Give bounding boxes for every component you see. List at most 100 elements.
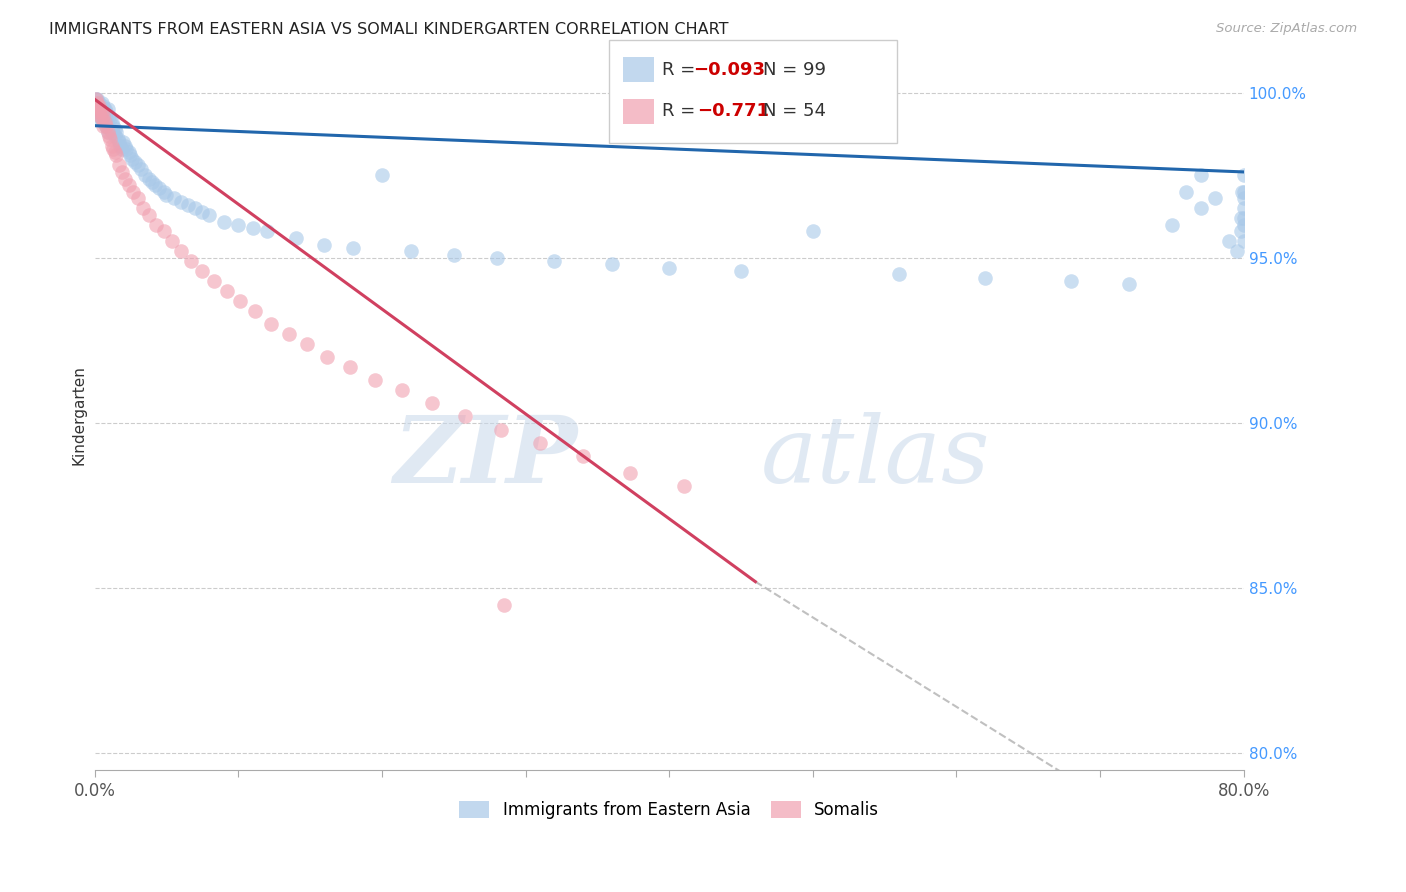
Point bbox=[91, 105, 114, 120]
Point bbox=[184, 202, 207, 216]
Point bbox=[198, 208, 221, 222]
Point bbox=[97, 128, 120, 143]
Point bbox=[84, 99, 107, 113]
Point bbox=[103, 142, 125, 156]
Point bbox=[1230, 211, 1253, 226]
Point bbox=[89, 105, 111, 120]
Point bbox=[87, 99, 110, 113]
Point bbox=[228, 293, 250, 308]
Point bbox=[1230, 224, 1253, 238]
Point bbox=[342, 241, 364, 255]
Point bbox=[132, 202, 155, 216]
Point bbox=[1233, 168, 1256, 182]
Point bbox=[1233, 235, 1256, 249]
Point bbox=[672, 479, 695, 493]
Point bbox=[1233, 185, 1256, 199]
Point bbox=[1232, 185, 1254, 199]
Point bbox=[90, 112, 112, 126]
Point bbox=[118, 145, 141, 160]
Point bbox=[974, 270, 997, 285]
Point bbox=[177, 198, 200, 212]
Point bbox=[90, 105, 112, 120]
Point bbox=[108, 158, 131, 172]
Point bbox=[90, 102, 112, 116]
Text: R =: R = bbox=[662, 61, 702, 78]
Point bbox=[1218, 235, 1240, 249]
Point bbox=[1226, 244, 1249, 259]
Point bbox=[1233, 202, 1256, 216]
Point bbox=[887, 268, 910, 282]
Point bbox=[97, 119, 120, 133]
Point bbox=[112, 135, 135, 149]
Point bbox=[84, 92, 107, 106]
Point bbox=[1161, 218, 1184, 232]
Point bbox=[101, 125, 124, 139]
Text: −0.093: −0.093 bbox=[693, 61, 765, 78]
Point bbox=[600, 257, 623, 271]
Point bbox=[84, 92, 107, 106]
Point bbox=[242, 221, 264, 235]
Point bbox=[104, 128, 127, 143]
Point bbox=[371, 168, 394, 182]
Point bbox=[148, 181, 170, 195]
Point bbox=[94, 119, 117, 133]
Text: N = 54: N = 54 bbox=[763, 103, 827, 120]
Point bbox=[87, 109, 110, 123]
Point bbox=[108, 135, 131, 149]
Text: atlas: atlas bbox=[761, 412, 991, 502]
Point bbox=[143, 178, 166, 193]
Point bbox=[180, 254, 202, 268]
Point bbox=[215, 284, 238, 298]
Point bbox=[89, 112, 111, 126]
Text: R =: R = bbox=[662, 103, 707, 120]
Point bbox=[170, 244, 193, 259]
Point bbox=[91, 99, 114, 113]
Point bbox=[107, 132, 129, 146]
Point bbox=[138, 208, 160, 222]
Point bbox=[124, 155, 146, 169]
Point bbox=[91, 119, 114, 133]
Point bbox=[202, 274, 225, 288]
Point bbox=[129, 161, 152, 176]
Point bbox=[90, 95, 112, 110]
Point bbox=[111, 165, 134, 179]
Point bbox=[110, 138, 132, 153]
Point bbox=[138, 171, 160, 186]
Point bbox=[121, 152, 143, 166]
Text: ZIP: ZIP bbox=[394, 412, 578, 502]
Point bbox=[114, 138, 136, 153]
Point bbox=[443, 247, 465, 261]
Point bbox=[86, 99, 108, 113]
Point bbox=[489, 423, 512, 437]
Text: Source: ZipAtlas.com: Source: ZipAtlas.com bbox=[1216, 22, 1357, 36]
Point bbox=[226, 218, 249, 232]
Point bbox=[134, 168, 156, 182]
Point bbox=[84, 95, 107, 110]
Point bbox=[619, 466, 641, 480]
Point bbox=[122, 185, 145, 199]
Point bbox=[420, 396, 443, 410]
Point bbox=[658, 260, 681, 275]
Point bbox=[103, 119, 125, 133]
Point bbox=[1189, 168, 1212, 182]
Point bbox=[492, 598, 515, 612]
Point bbox=[295, 336, 318, 351]
Point bbox=[104, 145, 127, 160]
Point bbox=[120, 148, 142, 162]
Point bbox=[730, 264, 752, 278]
Point bbox=[127, 158, 149, 172]
Point bbox=[104, 122, 127, 136]
Point bbox=[529, 436, 551, 450]
Point bbox=[284, 231, 307, 245]
Point bbox=[191, 264, 214, 278]
Point bbox=[277, 326, 299, 341]
Point bbox=[86, 92, 108, 106]
Point bbox=[1189, 202, 1212, 216]
Point bbox=[96, 102, 118, 116]
Point bbox=[141, 175, 163, 189]
Point bbox=[170, 194, 193, 209]
Legend: Immigrants from Eastern Asia, Somalis: Immigrants from Eastern Asia, Somalis bbox=[453, 794, 886, 826]
Point bbox=[316, 350, 339, 364]
Point bbox=[339, 359, 361, 374]
Point bbox=[84, 102, 107, 116]
